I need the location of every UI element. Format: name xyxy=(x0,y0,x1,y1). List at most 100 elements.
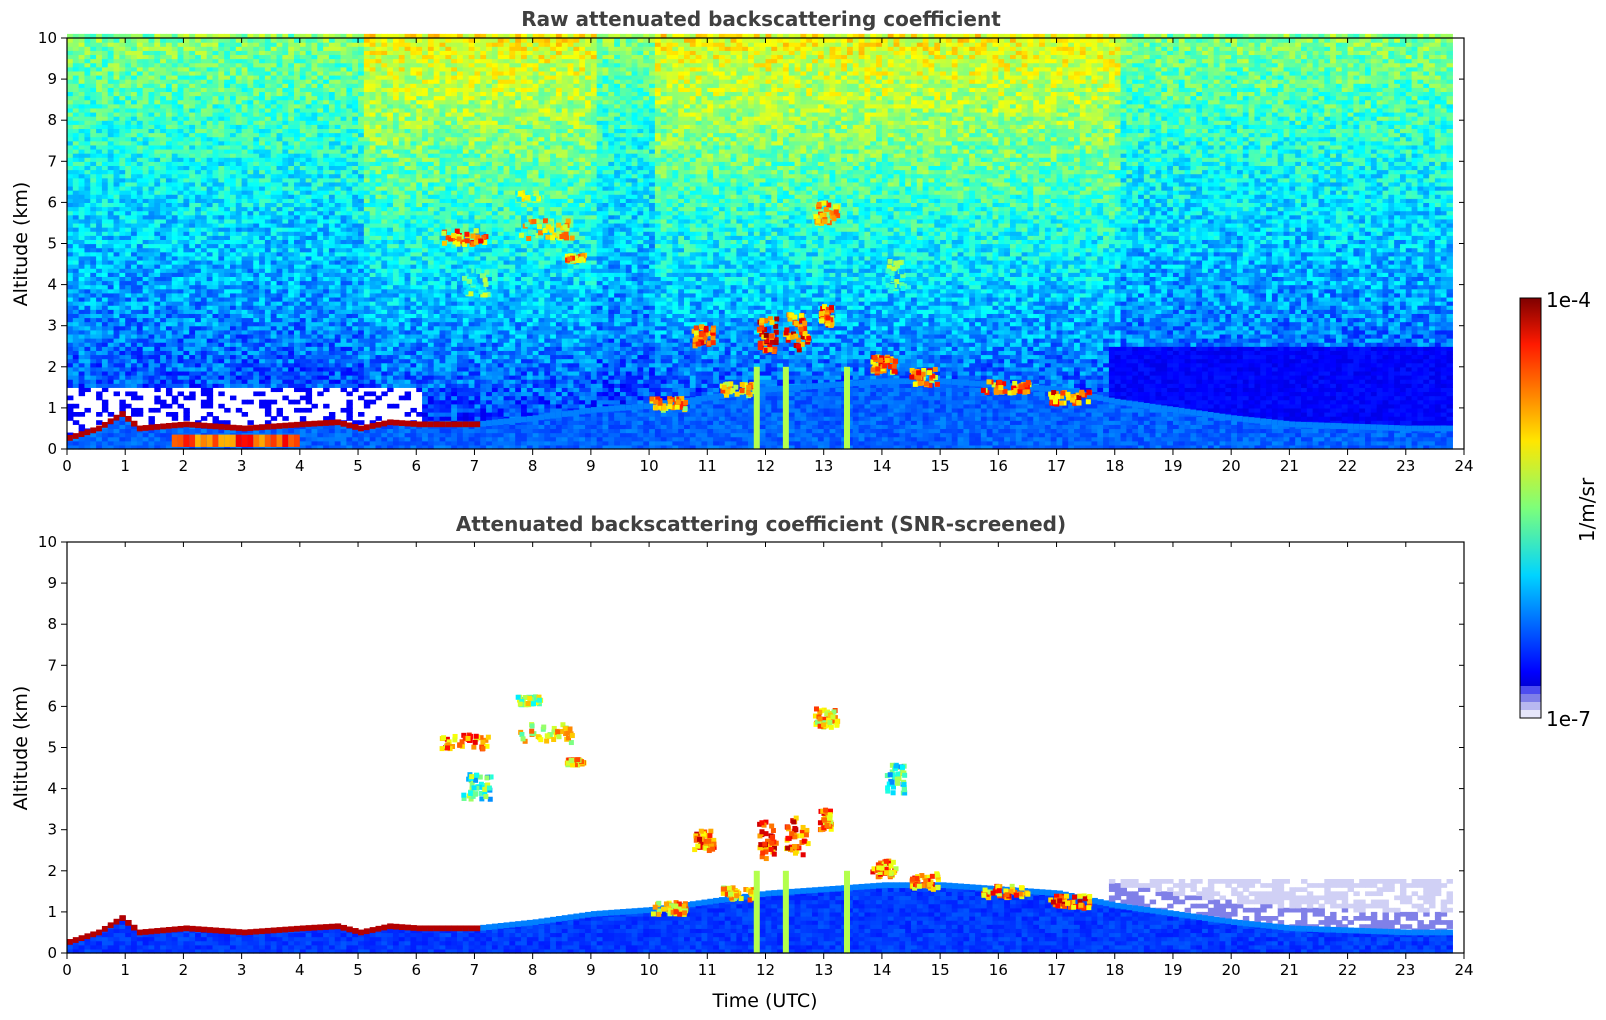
heatmap-cell xyxy=(67,79,73,84)
heatmap-cell xyxy=(102,71,108,76)
heatmap-cell xyxy=(73,190,79,195)
heatmap-cell xyxy=(96,280,102,285)
heatmap-cell xyxy=(102,87,108,92)
heatmap-cell xyxy=(102,387,108,392)
heatmap-cell xyxy=(79,54,85,59)
heatmap-cell xyxy=(114,71,120,76)
heatmap-cell xyxy=(90,75,96,80)
heatmap-cell xyxy=(67,104,73,109)
heatmap-cell xyxy=(90,252,96,257)
heatmap-cell xyxy=(84,165,90,170)
heatmap-cell xyxy=(96,391,102,396)
heatmap-cell xyxy=(131,63,137,68)
heatmap-cell xyxy=(73,54,79,59)
heatmap-cell xyxy=(96,252,102,257)
heatmap-cell xyxy=(108,59,114,64)
heatmap-cell xyxy=(102,96,108,101)
heatmap-cell xyxy=(90,363,96,368)
heatmap-cell xyxy=(125,391,131,396)
heatmap-cell xyxy=(84,202,90,207)
heatmap-cell xyxy=(84,182,90,187)
heatmap-cell xyxy=(84,215,90,220)
heatmap-cell xyxy=(114,313,120,318)
heatmap-cell xyxy=(102,359,108,364)
heatmap-cell xyxy=(90,346,96,351)
heatmap-cell xyxy=(73,342,79,347)
heatmap-cell xyxy=(67,46,73,51)
boundary-layer-top-cell xyxy=(119,411,125,417)
heatmap-cell xyxy=(102,383,108,388)
heatmap-cell xyxy=(79,391,85,396)
heatmap-cell xyxy=(90,248,96,253)
heatmap-cell xyxy=(79,375,85,380)
heatmap-cell xyxy=(108,178,114,183)
heatmap-cell xyxy=(102,137,108,142)
heatmap-cell xyxy=(79,50,85,55)
heatmap-cell xyxy=(119,182,125,187)
heatmap-cell xyxy=(119,161,125,166)
heatmap-cell xyxy=(90,371,96,376)
heatmap-cell xyxy=(84,301,90,306)
heatmap-cell xyxy=(137,433,143,438)
heatmap-cell xyxy=(108,248,114,253)
heatmap-cell xyxy=(119,437,125,442)
heatmap-cell xyxy=(108,276,114,281)
heatmap-cell xyxy=(90,330,96,335)
heatmap-cell xyxy=(96,289,102,294)
heatmap-cell xyxy=(73,178,79,183)
heatmap-cell xyxy=(73,50,79,55)
heatmap-cell xyxy=(131,322,137,327)
heatmap-cell xyxy=(84,133,90,138)
heatmap-cell xyxy=(90,182,96,187)
heatmap-cell xyxy=(84,190,90,195)
heatmap-cell xyxy=(131,83,137,88)
heatmap-cell xyxy=(73,309,79,314)
heatmap-cell xyxy=(102,227,108,232)
heatmap-cell xyxy=(114,116,120,121)
heatmap-cell xyxy=(108,375,114,380)
heatmap-cell xyxy=(125,59,131,64)
heatmap-cell xyxy=(102,91,108,96)
heatmap-cell xyxy=(90,91,96,96)
heatmap-cell xyxy=(119,91,125,96)
heatmap-cell xyxy=(114,264,120,269)
heatmap-cell xyxy=(73,211,79,216)
heatmap-cell xyxy=(102,198,108,203)
heatmap-cell xyxy=(114,137,120,142)
heatmap-cell xyxy=(90,124,96,129)
heatmap-cell xyxy=(102,239,108,244)
heatmap-cell xyxy=(125,231,131,236)
heatmap-cell xyxy=(84,330,90,335)
heatmap-cell xyxy=(125,289,131,294)
heatmap-cell xyxy=(125,375,131,380)
heatmap-cell xyxy=(108,424,114,429)
heatmap-cell xyxy=(131,67,137,72)
heatmap-cell xyxy=(119,276,125,281)
heatmap-cell xyxy=(67,178,73,183)
heatmap-cell xyxy=(96,326,102,331)
heatmap-cell xyxy=(90,289,96,294)
heatmap-cell xyxy=(137,379,143,384)
heatmap-cell xyxy=(131,211,137,216)
heatmap-cell xyxy=(90,276,96,281)
heatmap-cell xyxy=(125,379,131,384)
heatmap-cell xyxy=(90,326,96,331)
heatmap-cell xyxy=(90,96,96,101)
heatmap-cell xyxy=(84,198,90,203)
heatmap-cell xyxy=(67,408,73,413)
heatmap-cell xyxy=(67,248,73,253)
heatmap-cell xyxy=(119,317,125,322)
heatmap-cell xyxy=(96,338,102,343)
heatmap-cell xyxy=(114,207,120,212)
heatmap-cell xyxy=(90,133,96,138)
heatmap-cell xyxy=(131,293,137,298)
heatmap-cell xyxy=(79,441,85,446)
heatmap-cell xyxy=(67,96,73,101)
heatmap-cell xyxy=(102,186,108,191)
heatmap-cell xyxy=(125,108,131,113)
heatmap-cell xyxy=(96,67,102,72)
heatmap-cell xyxy=(114,338,120,343)
heatmap-cell xyxy=(114,104,120,109)
heatmap-cell xyxy=(108,104,114,109)
heatmap-cell xyxy=(119,54,125,59)
